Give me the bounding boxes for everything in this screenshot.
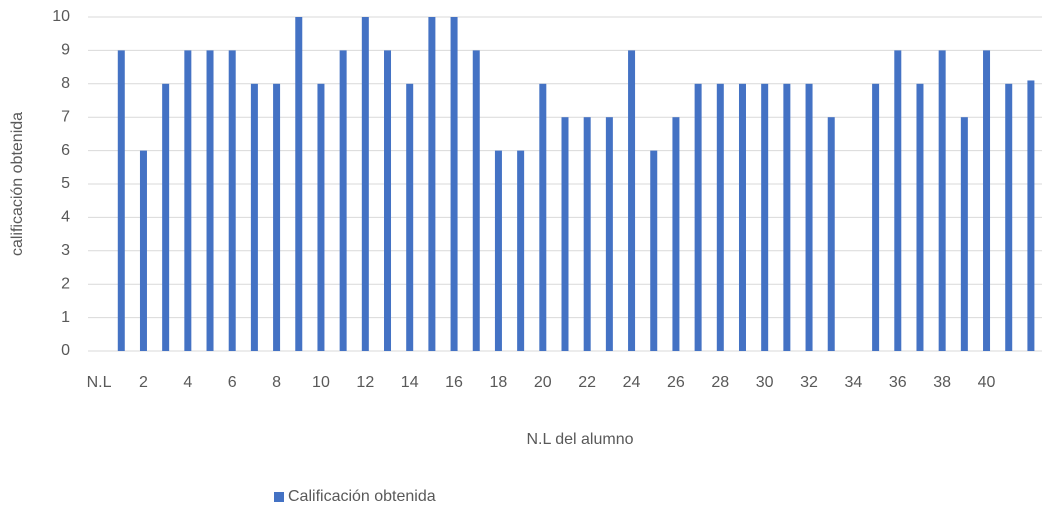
x-tick-label: N.L [87,374,112,391]
bar [317,83,325,352]
bar [716,83,724,352]
bar [605,117,613,351]
bar [339,50,347,352]
x-tick-label: 18 [490,374,508,391]
bar [938,50,946,352]
bar [583,117,591,351]
x-tick-label: 34 [845,374,863,391]
bar [960,117,968,351]
bar [783,83,791,352]
bar [406,83,414,352]
x-tick-label: 32 [800,374,818,391]
bar [250,83,258,352]
bar [184,50,192,352]
bar [738,83,746,352]
bar [916,83,924,352]
bar [162,83,170,352]
bar [361,17,369,351]
x-tick-label: 30 [756,374,774,391]
bar [139,150,147,351]
bar [428,17,436,351]
x-tick-label: 2 [139,374,148,391]
x-tick-label: 22 [578,374,596,391]
x-tick-label: 12 [356,374,374,391]
x-tick-label: 26 [667,374,685,391]
bar [805,83,813,352]
bar [517,150,525,351]
y-tick-label: 3 [61,242,70,259]
bar [273,83,281,352]
x-tick-label: 36 [889,374,907,391]
y-tick-label: 8 [61,75,70,92]
bar [694,83,702,352]
legend-label: Calificación obtenida [288,488,436,505]
y-tick-label: 10 [52,8,70,25]
bar [384,50,392,352]
x-tick-label: 14 [401,374,419,391]
y-tick-label: 1 [61,309,70,326]
bar [295,17,303,351]
bar [1027,80,1035,352]
bar [872,83,880,352]
bar [206,50,214,352]
x-tick-label: 40 [978,374,996,391]
x-tick-label: 16 [445,374,463,391]
bar [117,50,125,352]
bar [983,50,991,352]
bar [1005,83,1013,352]
x-tick-label: 4 [183,374,192,391]
bar [561,117,569,351]
bar [761,83,769,352]
x-tick-label: 8 [272,374,281,391]
bar [628,50,636,352]
bar [450,17,458,351]
y-tick-label: 2 [61,275,70,292]
x-tick-label: 20 [534,374,552,391]
bar [894,50,902,352]
y-tick-label: 5 [61,175,70,192]
bar [228,50,236,352]
x-tick-label: 10 [312,374,330,391]
legend-swatch [274,492,284,502]
bar [539,83,547,352]
bar [827,117,835,351]
y-tick-label: 0 [61,342,70,359]
bar [472,50,480,352]
bar [650,150,658,351]
y-tick-label: 7 [61,108,70,125]
x-tick-label: 6 [228,374,237,391]
bar [672,117,680,351]
x-tick-label: 38 [933,374,951,391]
y-tick-label: 9 [61,42,70,59]
x-tick-label: 28 [711,374,729,391]
y-tick-label: 6 [61,142,70,159]
y-tick-label: 4 [61,209,70,226]
x-tick-label: 24 [623,374,641,391]
x-axis-title: N.L del alumno [526,431,633,448]
bar [494,150,502,351]
y-axis-title: calificación obtenida [9,112,26,256]
